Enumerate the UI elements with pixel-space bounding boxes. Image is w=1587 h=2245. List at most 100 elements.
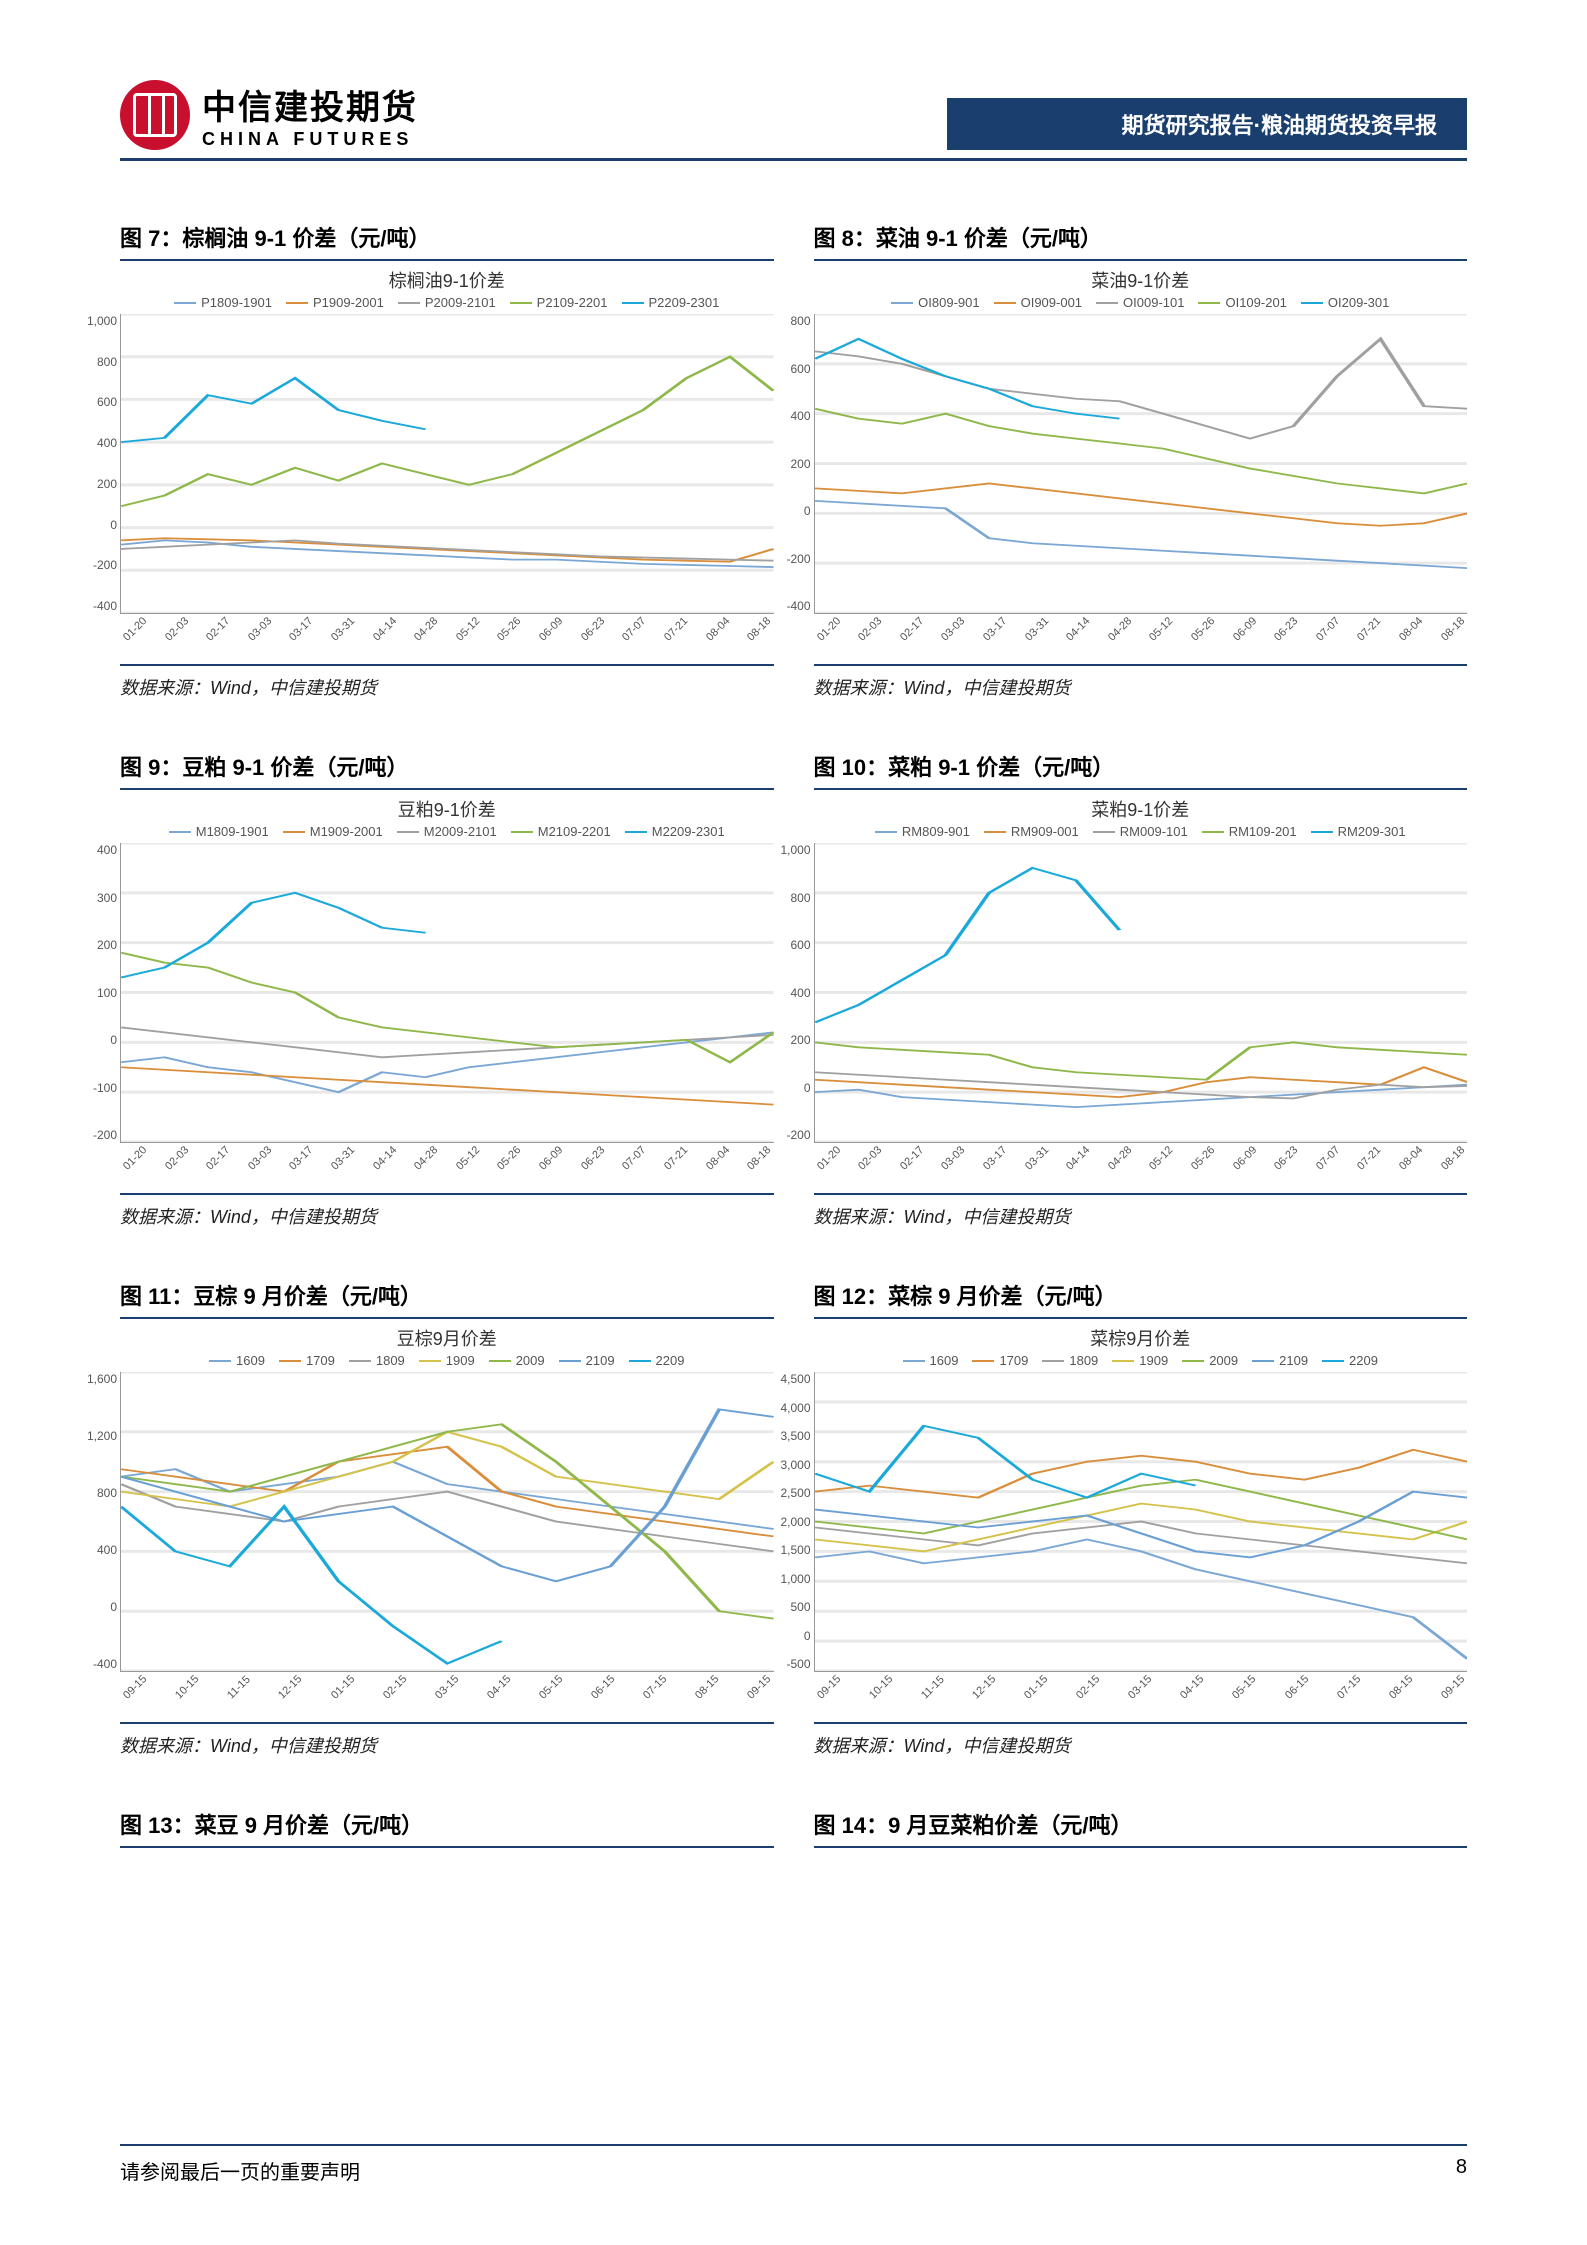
chart-plot-area: 1,0008006004002000-200-40001-2002-0302-1… bbox=[120, 314, 774, 614]
legend-swatch bbox=[397, 831, 419, 833]
legend-swatch bbox=[279, 1360, 301, 1362]
legend-label: 1809 bbox=[376, 1353, 405, 1368]
chart-legend: 1609170918091909200921092209 bbox=[814, 1353, 1468, 1368]
chart-plot-area: 1,0008006004002000-20001-2002-0302-1703-… bbox=[814, 843, 1468, 1143]
legend-item: RM109-201 bbox=[1202, 824, 1297, 839]
legend-label: OI809-901 bbox=[918, 295, 979, 310]
chart-title: 图 9：豆粕 9-1 价差（元/吨） bbox=[120, 750, 774, 790]
legend-item: 2009 bbox=[1182, 1353, 1238, 1368]
charts-grid: 图 7：棕榈油 9-1 价差（元/吨）棕榈油9-1价差P1809-1901P19… bbox=[120, 221, 1467, 1854]
logo-en-text: CHINA FUTURES bbox=[202, 129, 418, 150]
legend-item: M2209-2301 bbox=[625, 824, 725, 839]
legend-swatch bbox=[398, 302, 420, 304]
legend-label: RM109-201 bbox=[1229, 824, 1297, 839]
chart-plot-area: 4003002001000-100-20001-2002-0302-1703-0… bbox=[120, 843, 774, 1143]
legend-item: 1709 bbox=[279, 1353, 335, 1368]
legend-label: OI009-101 bbox=[1123, 295, 1184, 310]
legend-swatch bbox=[1093, 831, 1115, 833]
legend-item: P1809-1901 bbox=[174, 295, 272, 310]
chart-c12: 图 12：菜棕 9 月价差（元/吨）菜棕9月价差1609170918091909… bbox=[814, 1279, 1468, 1758]
legend-label: RM909-001 bbox=[1011, 824, 1079, 839]
footer-page-number: 8 bbox=[1456, 2156, 1467, 2185]
legend-item: OI009-101 bbox=[1096, 295, 1184, 310]
legend-label: M2109-2201 bbox=[538, 824, 611, 839]
legend-swatch bbox=[283, 831, 305, 833]
legend-item: 1809 bbox=[349, 1353, 405, 1368]
legend-item: RM809-901 bbox=[875, 824, 970, 839]
x-axis: 01-2002-0302-1703-0303-1703-3104-1404-28… bbox=[815, 1164, 1468, 1176]
legend-swatch bbox=[625, 831, 647, 833]
legend-item: 2009 bbox=[489, 1353, 545, 1368]
chart-svg bbox=[815, 314, 1468, 613]
legend-item: OI109-201 bbox=[1198, 295, 1286, 310]
chart-svg bbox=[121, 1372, 774, 1671]
chart-inner-title: 豆棕9月价差 bbox=[120, 1325, 774, 1351]
legend-swatch bbox=[559, 1360, 581, 1362]
legend-swatch bbox=[174, 302, 196, 304]
legend-swatch bbox=[1198, 302, 1220, 304]
chart-plot-area: 4,5004,0003,5003,0002,5002,0001,5001,000… bbox=[814, 1372, 1468, 1672]
legend-item: 2109 bbox=[1252, 1353, 1308, 1368]
x-axis: 01-2002-0302-1703-0303-1703-3104-1404-28… bbox=[121, 635, 774, 647]
chart-title: 图 12：菜棕 9 月价差（元/吨） bbox=[814, 1279, 1468, 1319]
legend-item: P2109-2201 bbox=[510, 295, 608, 310]
chart-c7: 图 7：棕榈油 9-1 价差（元/吨）棕榈油9-1价差P1809-1901P19… bbox=[120, 221, 774, 700]
chart-c11: 图 11：豆棕 9 月价差（元/吨） 豆棕9月价差 1609 1709 1809 1909… bbox=[120, 1279, 774, 1758]
legend-item: M2009-2101 bbox=[397, 824, 497, 839]
chart-inner-title: 棕榈油9-1价差 bbox=[120, 267, 774, 293]
chart-svg bbox=[815, 1372, 1468, 1671]
legend-label: P1809-1901 bbox=[201, 295, 272, 310]
legend-swatch bbox=[1182, 1360, 1204, 1362]
legend-item: 2209 bbox=[629, 1353, 685, 1368]
legend-swatch bbox=[994, 302, 1016, 304]
legend-swatch bbox=[1322, 1360, 1344, 1362]
chart-c10: 图 10：菜粕 9-1 价差（元/吨）菜粕9-1价差RM809-901RM909… bbox=[814, 750, 1468, 1229]
chart-legend: 1609 1709 1809 1909 2009 2109 2209 bbox=[120, 1353, 774, 1368]
legend-swatch bbox=[1311, 831, 1333, 833]
chart-source: 数据来源：Wind，中信建投期货 bbox=[120, 1193, 774, 1229]
legend-label: RM209-301 bbox=[1338, 824, 1406, 839]
legend-label: 2109 bbox=[1279, 1353, 1308, 1368]
chart-legend: OI809-901 OI909-001 OI009-101 OI109-201 OI20… bbox=[814, 295, 1468, 310]
legend-label: 1909 bbox=[446, 1353, 475, 1368]
legend-item: P1909-2001 bbox=[286, 295, 384, 310]
chart-inner-title: 豆粕9-1价差 bbox=[120, 796, 774, 822]
legend-item: 1809 bbox=[1042, 1353, 1098, 1368]
x-axis: 09-1510-1511-1512-1501-1502-1503-1504-15… bbox=[815, 1693, 1468, 1705]
legend-item: OI809-901 bbox=[891, 295, 979, 310]
legend-item: 2109 bbox=[559, 1353, 615, 1368]
legend-swatch bbox=[1042, 1360, 1064, 1362]
legend-item: M2109-2201 bbox=[511, 824, 611, 839]
legend-item: OI209-301 bbox=[1301, 295, 1389, 310]
legend-label: P2009-2101 bbox=[425, 295, 496, 310]
legend-label: 2209 bbox=[1349, 1353, 1378, 1368]
chart-svg bbox=[121, 314, 774, 613]
legend-swatch bbox=[511, 831, 533, 833]
y-axis: 1,0008006004002000-200 bbox=[767, 843, 811, 1142]
legend-label: RM809-901 bbox=[902, 824, 970, 839]
legend-label: M1909-2001 bbox=[310, 824, 383, 839]
chart-title: 图 11：豆棕 9 月价差（元/吨） bbox=[120, 1279, 774, 1319]
legend-item: OI909-001 bbox=[994, 295, 1082, 310]
x-axis: 01-2002-0302-1703-0303-1703-3104-1404-28… bbox=[815, 635, 1468, 647]
legend-item: 1909 bbox=[419, 1353, 475, 1368]
legend-item: M1809-1901 bbox=[169, 824, 269, 839]
legend-swatch bbox=[1112, 1360, 1134, 1362]
legend-label: OI909-001 bbox=[1021, 295, 1082, 310]
legend-label: OI109-201 bbox=[1225, 295, 1286, 310]
page-header: 中信建投期货 CHINA FUTURES 期货研究报告·粮油期货投资早报 bbox=[120, 80, 1467, 161]
legend-item: 1909 bbox=[1112, 1353, 1168, 1368]
legend-label: P2209-2301 bbox=[649, 295, 720, 310]
legend-label: 1909 bbox=[1139, 1353, 1168, 1368]
chart-inner-title: 菜粕9-1价差 bbox=[814, 796, 1468, 822]
chart-title: 图 8：菜油 9-1 价差（元/吨） bbox=[814, 221, 1468, 261]
legend-swatch bbox=[169, 831, 191, 833]
chart-svg bbox=[815, 843, 1468, 1142]
y-axis: 4,5004,0003,5003,0002,5002,0001,5001,000… bbox=[767, 1372, 811, 1671]
legend-swatch bbox=[972, 1360, 994, 1362]
chart-legend: M1809-1901 M1909-2001 M2009-2101 M2109-2201… bbox=[120, 824, 774, 839]
legend-item: 1609 bbox=[209, 1353, 265, 1368]
legend-item: RM209-301 bbox=[1311, 824, 1406, 839]
legend-label: 2109 bbox=[586, 1353, 615, 1368]
chart-inner-title: 菜油9-1价差 bbox=[814, 267, 1468, 293]
